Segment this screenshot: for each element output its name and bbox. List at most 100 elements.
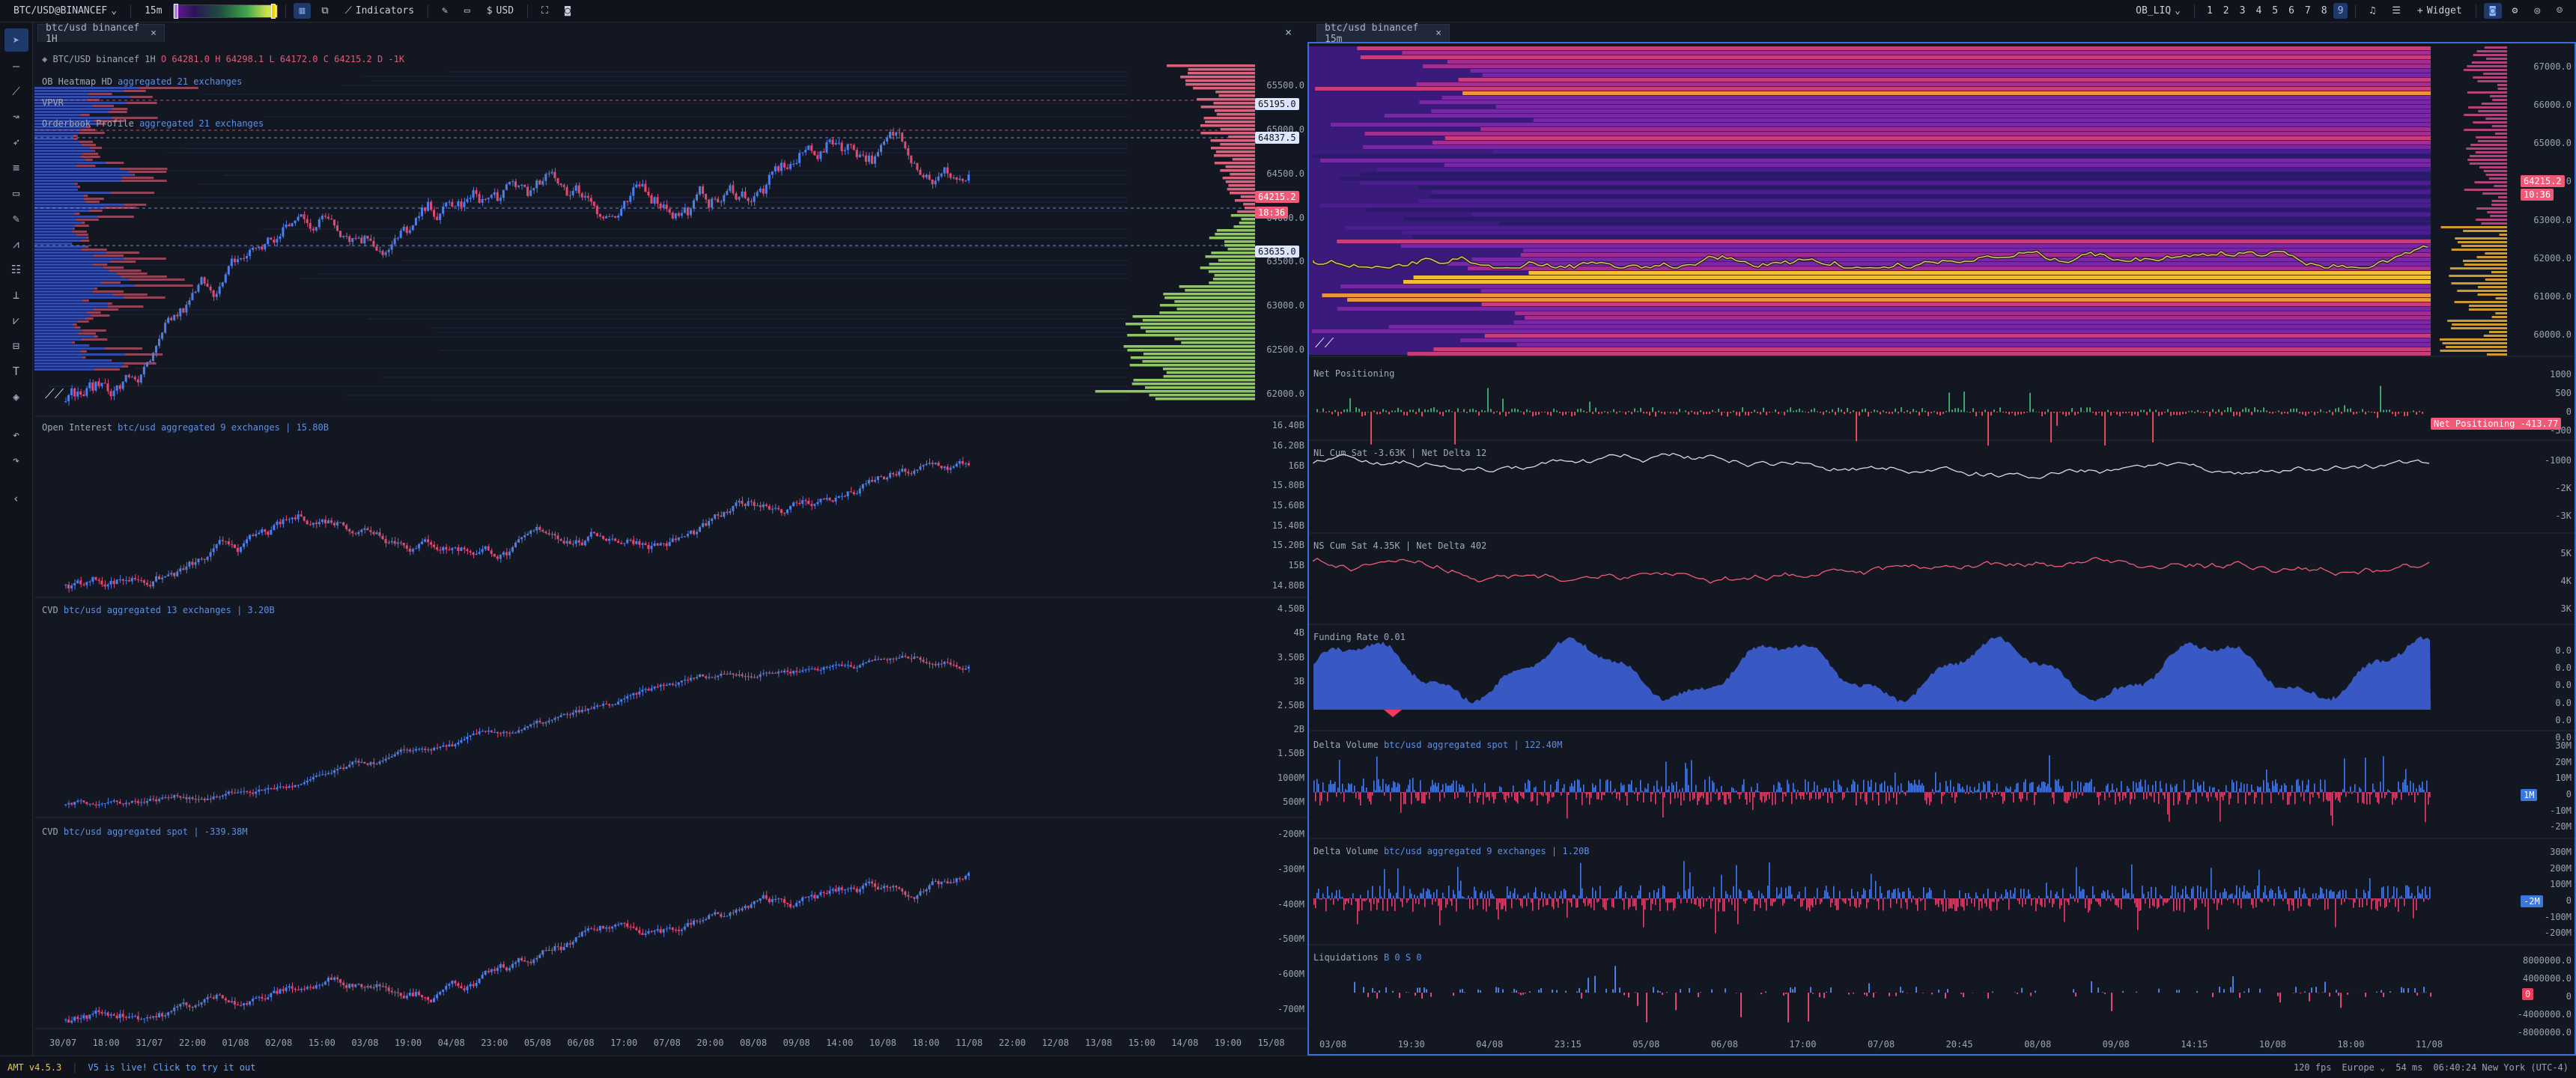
layout-1-button[interactable]: 1 bbox=[2206, 5, 2213, 16]
layout-2-button[interactable]: 2 bbox=[2223, 5, 2229, 16]
ruler-tool[interactable]: ⟂ bbox=[4, 283, 28, 306]
folder-button[interactable]: ▭ bbox=[458, 3, 476, 19]
tab-right-chart[interactable]: btc/usd binancef 15m × bbox=[1316, 22, 1450, 45]
gradient-handle-high[interactable] bbox=[270, 3, 276, 19]
net-positioning-bar bbox=[2212, 409, 2214, 412]
layout-5-button[interactable]: 5 bbox=[2272, 5, 2279, 16]
oi-candle-body bbox=[913, 470, 916, 474]
layout-7-button[interactable]: 7 bbox=[2304, 5, 2311, 16]
rectangle-icon: ▭ bbox=[12, 186, 20, 200]
legend-vpvr[interactable]: VPVR bbox=[42, 97, 64, 108]
cvd-spot-candle-body bbox=[460, 986, 463, 989]
right-chart-canvas[interactable]: ⟋⟋ bbox=[1309, 43, 2575, 1054]
layout-8-button[interactable]: 8 bbox=[2321, 5, 2327, 16]
right-chart-pane[interactable]: ⟋⟋ Net Positioning NL Cum Sat -3.63K | N… bbox=[1307, 42, 2576, 1056]
delta-volume-spot-bar bbox=[1916, 784, 1917, 793]
delta-volume-agg-bar bbox=[1841, 898, 1842, 899]
camera-button[interactable]: ◙ bbox=[2483, 3, 2502, 19]
delta-volume-agg-bar bbox=[2112, 893, 2113, 899]
delta-volume-spot-bar bbox=[1945, 781, 1947, 793]
rectangle-tool[interactable]: ▭ bbox=[4, 181, 28, 204]
fullscreen-button[interactable]: ⛶ bbox=[535, 3, 554, 19]
delta-volume-spot-bar bbox=[1519, 791, 1520, 793]
symbol-selector[interactable]: BTC/USD@BINANCEF ⌄ bbox=[7, 3, 123, 19]
chart-pattern-tool[interactable]: ⩘ bbox=[4, 232, 28, 255]
delta-volume-spot-bar bbox=[1992, 792, 1993, 797]
delta-volume-spot-bar bbox=[1631, 780, 1632, 793]
timeframe-selector[interactable]: 15m bbox=[145, 5, 162, 16]
tab-left-chart[interactable]: btc/usd binancef 1H × bbox=[37, 22, 165, 45]
layout-4-button[interactable]: 4 bbox=[2255, 5, 2262, 16]
path-tool[interactable]: ↝ bbox=[4, 105, 28, 128]
text-tool[interactable]: T bbox=[4, 359, 28, 383]
delta-volume-agg-bar bbox=[1358, 898, 1360, 912]
undo-button[interactable]: ↶ bbox=[4, 423, 28, 446]
delta-volume-agg-bar bbox=[1925, 898, 1926, 911]
ob-profile-bar bbox=[2451, 282, 2507, 284]
delta-volume-agg-bar bbox=[2070, 893, 2071, 899]
left-cvd-axis[interactable]: 4.50B 4B 3.50B 3B 2.50B 2B 1.50B 1000M 500M bbox=[1255, 597, 1304, 814]
ob-profile-bar bbox=[2449, 267, 2507, 270]
collapse-toolbar-button[interactable]: ‹ bbox=[4, 487, 28, 510]
layout-6-button[interactable]: 6 bbox=[2288, 5, 2294, 16]
left-time-axis[interactable]: 30/07 18:00 31/07 22:00 01/08 02/08 15:00 03/08… bbox=[49, 1038, 1285, 1048]
legend-ob-profile[interactable]: Orderbook Profile aggregated 21 exchange… bbox=[42, 118, 264, 129]
close-icon[interactable]: × bbox=[1285, 25, 1292, 39]
layers-tool[interactable]: ◈ bbox=[4, 385, 28, 408]
settings-button[interactable]: ⚙ bbox=[2506, 3, 2524, 19]
alerts-button[interactable]: ♫ bbox=[2363, 3, 2381, 19]
left-cvd2-axis[interactable]: -200M -300M -400M -500M -600M -700M bbox=[1255, 817, 1304, 1027]
add-widget-button[interactable]: + Widget bbox=[2411, 3, 2468, 19]
price-candle-body bbox=[448, 201, 451, 203]
close-icon[interactable]: × bbox=[1436, 28, 1442, 39]
snapshot-button[interactable]: ◙ bbox=[559, 3, 577, 19]
legend-cvd[interactable]: CVD btc/usd aggregated 13 exchanges | 3.… bbox=[42, 605, 275, 615]
left-oi-axis[interactable]: 16.40B 16.20B 16B 15.80B 15.60B 15.40B 15.20B 1… bbox=[1255, 416, 1304, 596]
net-positioning-bar bbox=[1904, 412, 1905, 413]
arrow-tool[interactable]: ➶ bbox=[4, 130, 28, 153]
left-chart-pane[interactable]: ⟋⟋ ◈ BTC/USD binancef 1H O 64281.0 H 642… bbox=[34, 42, 1307, 1056]
list-button[interactable]: ☰ bbox=[2386, 3, 2407, 19]
delta-volume-spot-bar bbox=[2065, 792, 2067, 803]
ob-profile-bar bbox=[2473, 54, 2507, 56]
ob-selector[interactable]: OB_LIQ ⌄ bbox=[2130, 3, 2187, 19]
left-price-axis[interactable]: 65500.065000.064500.064000.063500.063000… bbox=[1255, 64, 1304, 416]
legend-cvd-spot[interactable]: CVD btc/usd aggregated spot | -339.38M bbox=[42, 826, 248, 837]
delta-volume-agg-bar bbox=[1534, 892, 1535, 899]
compare-button[interactable]: ⧉ bbox=[315, 3, 334, 19]
cvd-spot-candle-body bbox=[393, 992, 396, 993]
channel-tool[interactable]: ≡ bbox=[4, 156, 28, 179]
net-positioning-bar bbox=[1844, 412, 1845, 414]
legend-open-interest[interactable]: Open Interest btc/usd aggregated 9 excha… bbox=[42, 422, 329, 433]
currency-button[interactable]: $ USD bbox=[481, 3, 520, 19]
cursor-tool[interactable]: ➤ bbox=[4, 28, 28, 52]
delta-volume-agg-bar bbox=[1683, 861, 1685, 899]
projection-tool[interactable]: ⩗ bbox=[4, 308, 28, 332]
close-icon[interactable]: × bbox=[151, 28, 157, 39]
cvd-spot-candle-body bbox=[762, 895, 765, 898]
horizontal-line-tool[interactable]: — bbox=[4, 54, 28, 77]
delta-volume-agg-bar bbox=[1969, 896, 1971, 899]
indicators-button[interactable]: ⟋ Indicators bbox=[339, 3, 420, 19]
gradient-handle-low[interactable] bbox=[173, 3, 178, 19]
heatmap-gradient-slider[interactable] bbox=[172, 3, 278, 19]
delta-volume-agg-bar bbox=[1939, 898, 1941, 901]
layout-9-button[interactable]: 9 bbox=[2333, 3, 2348, 19]
trend-line-tool[interactable]: ⟋ bbox=[4, 79, 28, 103]
layout-3-button[interactable]: 3 bbox=[2239, 5, 2246, 16]
delta-volume-agg-bar bbox=[1318, 889, 1319, 899]
delta-volume-spot-bar bbox=[1498, 792, 1499, 794]
redo-button[interactable]: ↷ bbox=[4, 448, 28, 472]
left-chart-canvas[interactable]: ⟋⟋ bbox=[34, 42, 1307, 1056]
theme-button[interactable]: ◎ bbox=[2528, 3, 2546, 19]
brush-tool[interactable]: ✎ bbox=[4, 207, 28, 230]
measure-tool[interactable]: ⊟ bbox=[4, 334, 28, 357]
price-candle-body bbox=[910, 155, 913, 164]
candle-type-button[interactable]: ▥ bbox=[293, 3, 312, 19]
net-positioning-bar bbox=[1745, 412, 1746, 415]
user-button[interactable]: ☺ bbox=[2551, 3, 2569, 19]
legend-heatmap[interactable]: OB Heatmap HD aggregated 21 exchanges bbox=[42, 76, 242, 87]
draw-button[interactable]: ✎ bbox=[436, 3, 454, 19]
delta-volume-spot-bar bbox=[1833, 780, 1835, 793]
fib-tool[interactable]: ☷ bbox=[4, 258, 28, 281]
